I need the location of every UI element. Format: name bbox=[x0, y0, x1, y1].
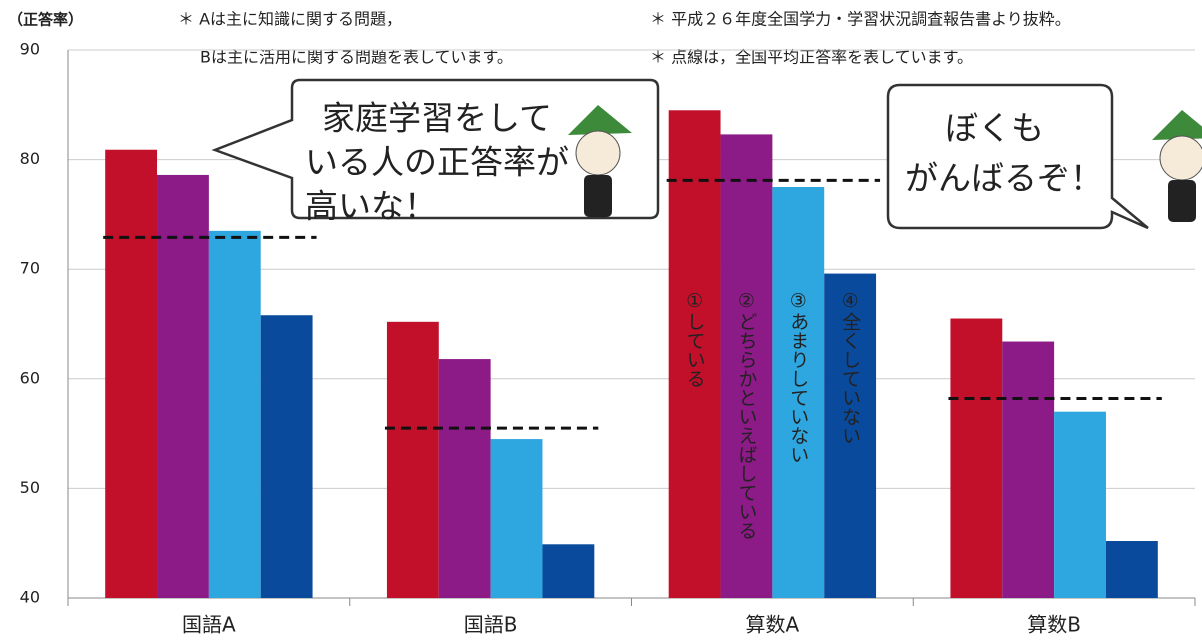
character-face bbox=[1160, 136, 1202, 180]
y-axis-label: （正答率） bbox=[8, 11, 83, 29]
y-tick-label: 50 bbox=[20, 478, 40, 497]
bubble-text: いる人の正答率が bbox=[305, 143, 569, 182]
y-tick-label: 80 bbox=[20, 149, 40, 168]
bar bbox=[491, 439, 543, 598]
bar bbox=[1054, 412, 1106, 598]
series-label: ②どちらかといえばしている bbox=[735, 290, 757, 540]
bar bbox=[209, 231, 261, 598]
y-tick-label: 60 bbox=[20, 368, 40, 387]
x-tick-label: 国語A bbox=[182, 613, 236, 637]
bubble-text: 高いな！ bbox=[305, 187, 437, 226]
bar bbox=[105, 150, 157, 598]
bar bbox=[542, 544, 594, 598]
bar bbox=[387, 322, 439, 598]
speech-bubble bbox=[888, 85, 1148, 228]
bar bbox=[1106, 541, 1158, 598]
y-tick-label: 90 bbox=[20, 40, 40, 59]
bubble-text: ぼくも bbox=[945, 109, 1044, 148]
x-tick-label: 国語B bbox=[464, 613, 518, 637]
character-body bbox=[1168, 180, 1196, 222]
series-label: ①している bbox=[684, 290, 706, 388]
character-hat bbox=[1152, 110, 1202, 140]
y-tick-label: 70 bbox=[20, 259, 40, 278]
series-label: ④全くしていない bbox=[839, 290, 861, 445]
bar bbox=[439, 359, 491, 598]
bar bbox=[950, 319, 1002, 598]
y-tick-label: 40 bbox=[20, 588, 40, 607]
chart: （正答率） ＊ Aは主に知識に関する問題， Bは主に活用に関する問題を表していま… bbox=[0, 0, 1202, 644]
bar bbox=[261, 315, 313, 598]
character-face bbox=[576, 131, 620, 175]
x-tick-label: 算数A bbox=[746, 613, 800, 637]
bar bbox=[1002, 342, 1054, 598]
bubble-text: がんばるぞ！ bbox=[905, 159, 1103, 198]
bubble-text: 家庭学習をして bbox=[322, 99, 552, 138]
x-tick-label: 算数B bbox=[1027, 613, 1081, 637]
series-label: ③あまりしていない bbox=[787, 290, 809, 464]
character-body bbox=[584, 175, 612, 217]
note: ＊ 平成２６年度全国学力・学習状況調査報告書より抜粋。 bbox=[650, 10, 1071, 29]
note: ＊ Aは主に知識に関する問題， bbox=[178, 10, 402, 29]
